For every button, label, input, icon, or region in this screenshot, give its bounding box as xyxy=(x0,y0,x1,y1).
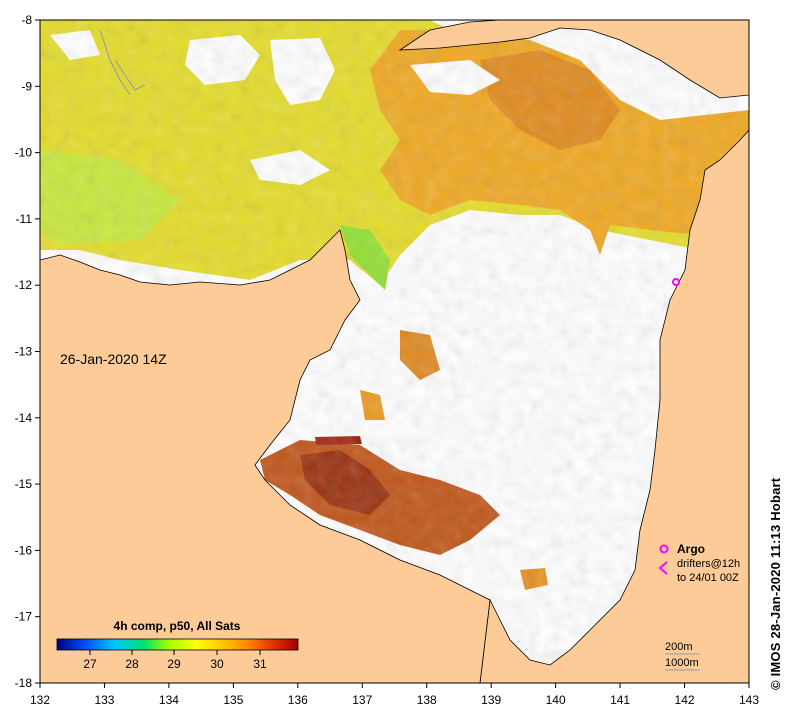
y-tick-label: -9 xyxy=(21,79,32,93)
x-tick-label: 142 xyxy=(675,693,695,707)
x-tick-label: 137 xyxy=(352,693,372,707)
argo-legend-label: Argo xyxy=(677,542,705,556)
y-tick-label: -17 xyxy=(15,610,33,624)
x-tick-label: 141 xyxy=(610,693,630,707)
x-tick-label: 133 xyxy=(94,693,114,707)
bathymetry-legend: 200m 1000m xyxy=(665,641,700,671)
bathy-1000-label: 1000m xyxy=(665,657,699,669)
argo-legend-icon xyxy=(659,544,669,554)
colorbar-ticks: 27 28 29 30 31 xyxy=(83,650,267,671)
y-tick-label: -12 xyxy=(15,278,33,292)
y-tick-label: -11 xyxy=(16,212,33,226)
colorbar-gradient xyxy=(56,638,299,651)
y-tick-label: -8 xyxy=(21,13,32,27)
x-tick-label: 139 xyxy=(481,693,501,707)
y-tick-label: -15 xyxy=(15,477,33,491)
timestamp-label: 26-Jan-2020 14Z xyxy=(60,351,167,367)
colorbar-tick-label: 27 xyxy=(83,657,97,671)
colorbar-tick-label: 29 xyxy=(167,657,181,671)
drifter-legend-line1: drifters@12h xyxy=(677,558,740,570)
colorbar-title: 4h comp, p50, All Sats xyxy=(114,619,241,633)
imos-credit: © IMOS 28-Jan-2020 11:13 Hobart xyxy=(768,477,783,690)
bathy-200-label: 200m xyxy=(665,641,693,653)
land-arnhem xyxy=(40,229,491,683)
x-tick-label: 140 xyxy=(546,693,566,707)
colorbar-tick-label: 31 xyxy=(253,657,267,671)
bathy-contour-1000m xyxy=(114,59,146,91)
y-tick-label: -13 xyxy=(15,345,33,359)
x-tick-label: 132 xyxy=(30,693,50,707)
y-tick-label: -10 xyxy=(15,146,33,160)
colorbar: 4h comp, p50, All Sats 27 28 29 30 31 xyxy=(56,619,299,671)
y-tick-label: -14 xyxy=(15,411,33,425)
land-cape-york xyxy=(479,129,749,683)
colorbar-tick-label: 30 xyxy=(210,657,224,671)
drifter-legend-line2: to 24/01 00Z xyxy=(677,572,739,584)
x-tick-label: 134 xyxy=(159,693,179,707)
drifter-legend-icon xyxy=(658,561,668,575)
y-tick-label: -16 xyxy=(15,543,33,557)
x-tick-label: 136 xyxy=(288,693,308,707)
bathy-contour-200m xyxy=(99,29,131,96)
x-tick-label: 135 xyxy=(223,693,243,707)
colorbar-tick-label: 28 xyxy=(125,657,139,671)
argo-float-marker xyxy=(672,278,680,286)
x-tick-label: 143 xyxy=(739,693,759,707)
x-tick-label: 138 xyxy=(417,693,437,707)
legend: Argo drifters@12h to 24/01 00Z xyxy=(658,542,740,584)
y-axis: -8 -9 -10 -11 -12 -13 -14 -15 -16 -17 -18 xyxy=(15,13,40,690)
x-axis: 132 133 134 135 136 137 138 139 140 141 142 143 xyxy=(30,683,759,707)
y-tick-label: -18 xyxy=(15,676,33,690)
